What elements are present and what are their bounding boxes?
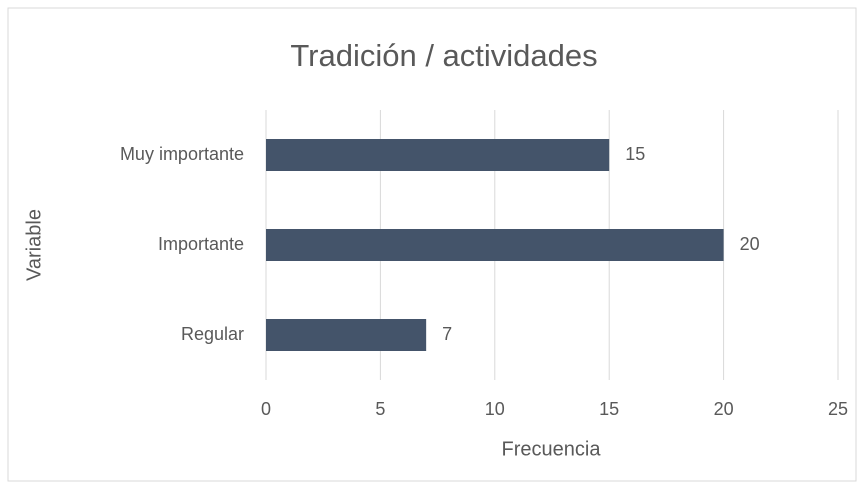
x-tick-label: 25 [828,399,848,419]
bar [266,319,427,351]
data-label: 7 [442,324,452,344]
y-axis-label: Variable [23,209,45,281]
x-tick-label: 20 [714,399,734,419]
x-tick-label: 15 [599,399,619,419]
data-label: 20 [740,234,760,254]
data-label: 15 [625,144,645,164]
y-tick-label: Importante [158,234,244,254]
x-tick-label: 10 [485,399,505,419]
y-tick-label: Muy importante [120,144,244,164]
bar [266,139,610,171]
y-tick-label: Regular [181,324,244,344]
x-tick-label: 0 [261,399,271,419]
bar [266,229,724,261]
x-axis-label: Frecuencia [502,438,602,460]
x-tick-label: 5 [375,399,385,419]
chart-title: Tradición / actividades [290,38,597,73]
